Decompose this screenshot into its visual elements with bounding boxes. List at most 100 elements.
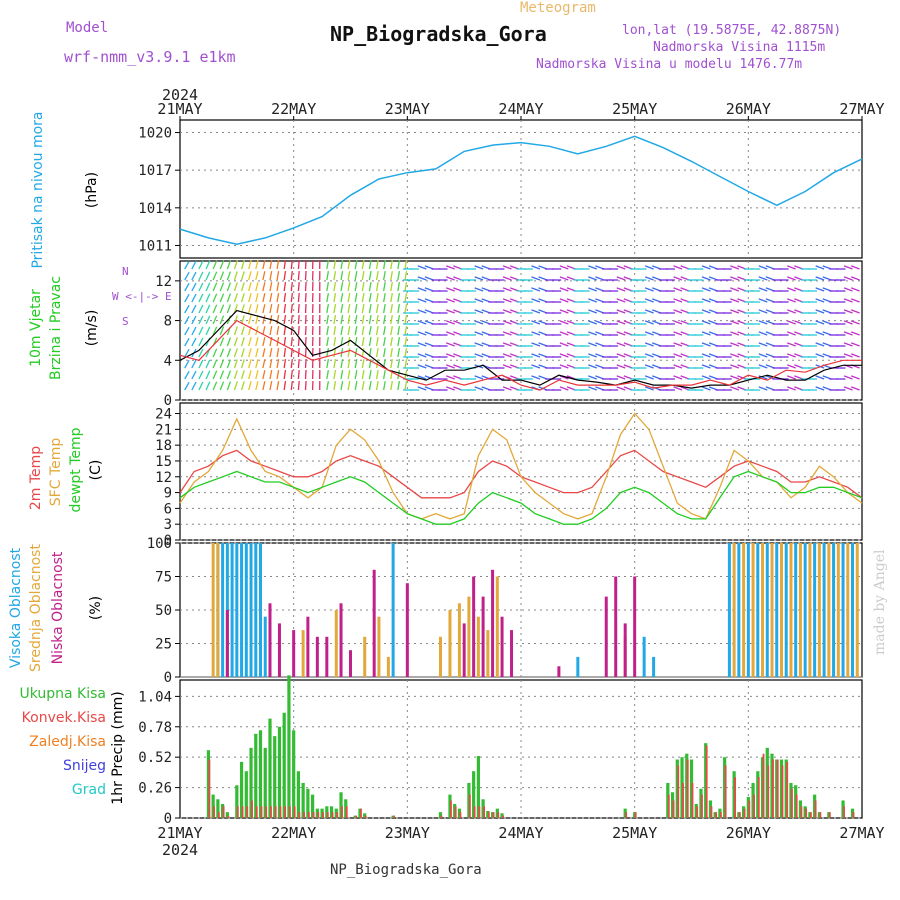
precip-bar [364,815,367,818]
pressure-line [179,135,863,245]
precip-bar [279,806,282,818]
wind-arrow [262,359,266,369]
wind-arrow [758,287,768,292]
wind-arrow [404,260,408,270]
wind-arrow [474,342,484,347]
precip-bar [273,736,277,818]
wind-arrow [233,271,238,281]
wind-arrow [240,326,245,336]
compass-label-we: W <-|-> E [112,290,172,303]
wind-arrow [354,359,358,369]
wind-arrow [333,315,337,325]
wind-arrow [269,359,273,369]
wind-arrow [417,320,427,325]
wind-arrow [255,260,259,270]
wind-arrow [333,271,337,281]
cloud-bar [277,623,281,677]
precip-bar [320,808,324,818]
wind-arrow [212,282,218,292]
precip-legend-item: Zaledj.Kisa [29,734,106,750]
wind-arrow [326,282,330,292]
wind-arrow [184,271,190,281]
x-tick-label-bottom: 24MAY [498,824,543,842]
wind-arrow [333,293,337,303]
wind-arrow [198,348,204,358]
wind-arrow [375,381,379,391]
wind-ylabel-1: 10m Vjetar [28,289,44,367]
cloud-bar [832,543,836,677]
wind-arrow [340,381,344,391]
wind-arrow [269,326,273,336]
y-tick-label: 6 [164,501,172,517]
wind-arrow [304,325,307,336]
wind-arrow [701,364,711,369]
wind-arrow [588,309,598,314]
wind-arrow [502,276,512,281]
wind-arrow [191,293,197,303]
wind-arrow [701,353,711,358]
cloud-ylabel-1: Visoka Oblacnost [8,547,24,668]
precip-bar [287,675,291,818]
wind-arrow [673,364,683,369]
precip-bar [301,782,305,818]
wind-arrow [815,331,825,336]
y-tick-label: 25 [155,637,172,653]
wind-arrow [446,342,455,347]
wind-arrow [383,304,386,314]
wind-arrow [347,315,351,325]
wind-arrow [787,342,796,347]
precip-bar [353,815,357,818]
temp-ylabel-2: SFC Temp [48,438,64,507]
wind-arrow [219,304,225,314]
wind-arrow [219,337,225,347]
precip-bar [715,812,718,818]
cloud-bar [377,616,381,677]
wind-arrow [559,276,569,281]
precip-bar [705,745,708,818]
wind-arrow [255,304,259,314]
cloud-bar [779,543,783,677]
wind-arrow [474,276,484,281]
precip-bar [360,808,362,818]
precip-bar [236,806,239,818]
precip-bar [473,806,476,818]
precip-bar [500,813,504,818]
cloud-bar [855,543,859,677]
cloud-bar [225,610,229,677]
precip-bar [791,788,793,818]
wind-arrow [368,282,372,292]
wind-arrow [815,287,825,292]
wind-arrow [644,265,654,270]
wind-arrow [404,337,408,347]
wind-arrow [397,381,401,391]
wind-arrow [276,260,280,270]
wind-arrow [354,260,358,270]
precip-bar [623,808,627,818]
wind-arrow [248,282,252,292]
precip-bar [334,808,338,818]
precip-bar [315,808,319,818]
y-tick-label: 24 [155,407,172,423]
wind-arrow [212,293,218,303]
wind-arrow [262,282,266,292]
wind-arrow [730,320,740,325]
wind-arrow [375,337,379,347]
x-tick-label-bottom: 21MAY [157,824,202,842]
wind-arrow [205,381,211,391]
temp-unit: (C) [88,460,104,481]
cloud-bar [301,630,305,677]
wind-arrow [219,293,225,303]
wind-arrow [368,260,372,270]
wind-arrow [340,359,344,369]
wind-arrow [644,364,654,369]
x-tick-label-bottom: 22MAY [271,824,316,842]
wind-arrow [850,298,860,303]
y-tick-label: 1017 [138,163,172,179]
wind-arrow [226,304,232,314]
wind-arrow [446,353,455,358]
wind-arrow [191,370,197,380]
x-tick-label-bottom: 25MAY [612,824,657,842]
wind-arrow [184,370,190,380]
cloud-bar [798,543,802,677]
wind-arrow [240,370,245,380]
